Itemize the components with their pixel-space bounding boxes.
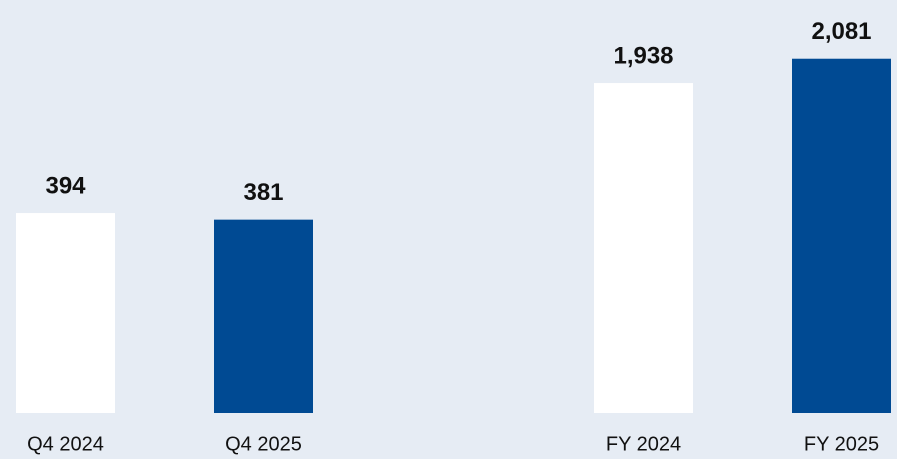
- bar: [214, 219, 313, 413]
- value-label: 381: [243, 179, 283, 206]
- bar: [594, 83, 693, 413]
- bar: [16, 213, 115, 413]
- x-tick-label: Q4 2025: [225, 433, 302, 455]
- bar: [792, 58, 891, 413]
- value-label: 2,081: [811, 18, 871, 45]
- x-tick-label: Q4 2024: [27, 433, 104, 455]
- value-label: 394: [45, 172, 86, 199]
- x-tick-label: FY 2024: [606, 433, 681, 455]
- value-label: 1,938: [613, 42, 673, 69]
- x-tick-label: FY 2025: [804, 433, 879, 455]
